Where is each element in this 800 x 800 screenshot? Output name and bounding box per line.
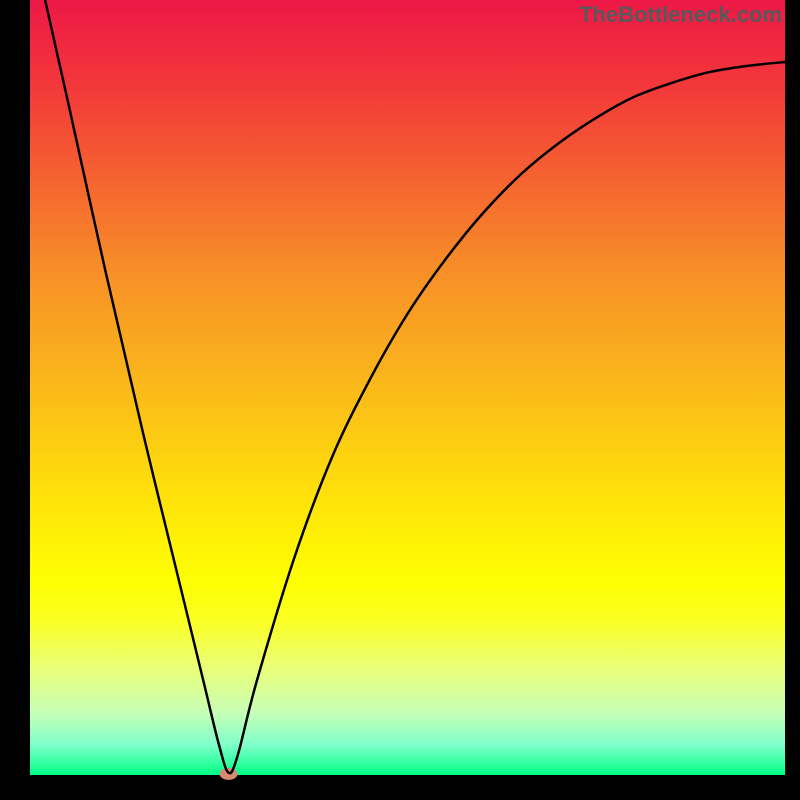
chart-frame: TheBottleneck.com [0,0,800,800]
plot-area [30,0,785,775]
watermark-text: TheBottleneck.com [579,2,782,28]
bottleneck-curve [30,0,785,775]
